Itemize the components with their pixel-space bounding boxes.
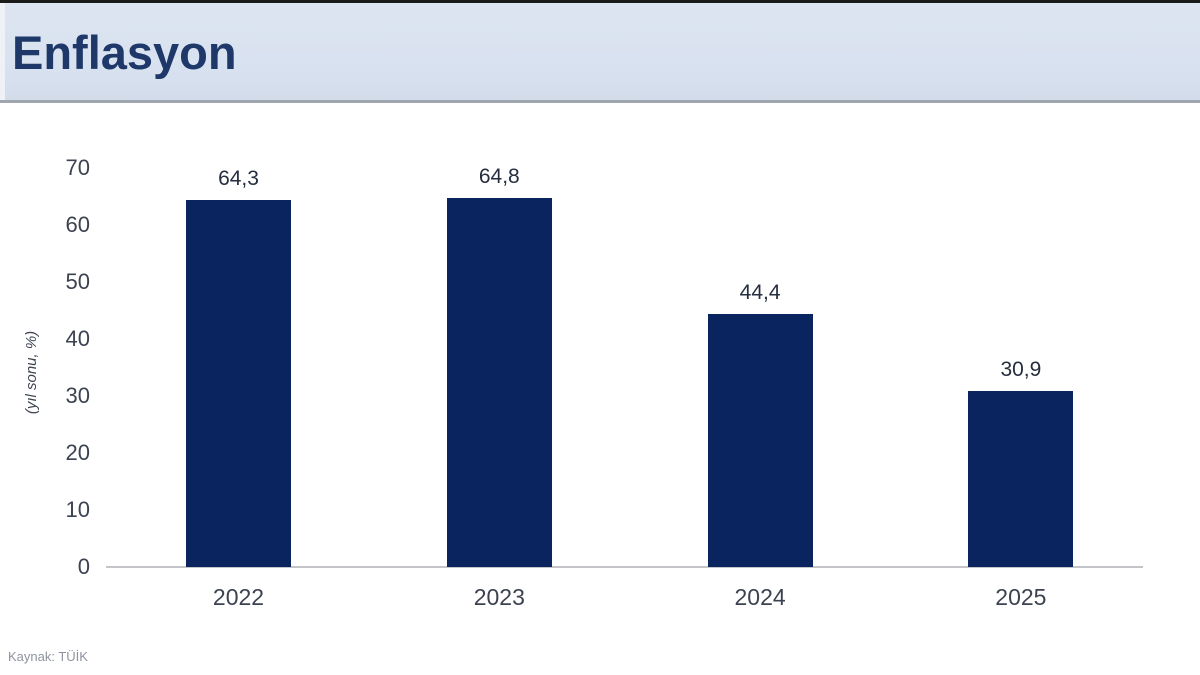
bar-value-label-2025: 30,9 — [1000, 357, 1042, 381]
y-axis-tick-70: 70 — [65, 155, 90, 180]
y-axis-tick-40: 40 — [65, 326, 90, 351]
bar-value-label-2023: 64,8 — [478, 164, 520, 188]
page-title: Enflasyon — [12, 26, 237, 79]
y-axis-tick-20: 20 — [65, 440, 90, 465]
y-axis-tick-10: 10 — [65, 497, 90, 522]
y-axis-tick-0: 0 — [77, 554, 90, 579]
bar-2025 — [968, 390, 1074, 567]
source-note: Kaynak: TÜİK — [8, 649, 88, 664]
x-axis-tick-2024: 2024 — [734, 584, 786, 610]
top-border-line — [0, 0, 1200, 3]
y-axis-tick-60: 60 — [65, 212, 90, 237]
y-axis-tick-30: 30 — [65, 383, 90, 408]
x-axis-line — [106, 566, 1143, 568]
x-axis-tick-2023: 2023 — [473, 584, 525, 610]
x-axis-tick-2022: 2022 — [212, 584, 265, 610]
y-axis-tick-50: 50 — [65, 269, 90, 294]
bar-value-label-2024: 44,4 — [739, 280, 781, 304]
bar-2022 — [186, 200, 291, 567]
bar-2024 — [707, 313, 813, 567]
x-axis-tick-2025: 2025 — [995, 584, 1047, 610]
bar-value-label-2022: 64,3 — [218, 167, 259, 191]
header-bar: Enflasyon — [0, 3, 1200, 103]
bar-2023 — [446, 197, 552, 567]
